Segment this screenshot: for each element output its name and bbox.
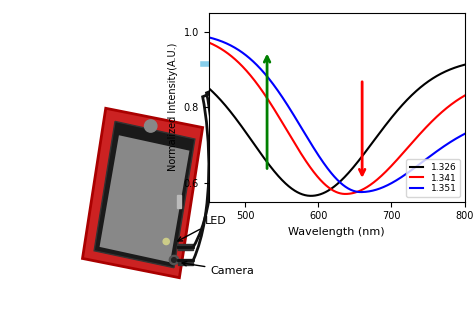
- FancyBboxPatch shape: [224, 49, 383, 79]
- 1.351: [358, 190, 364, 194]
- Line: 1.351: 1.351: [209, 37, 465, 192]
- Text: Camera: Camera: [182, 262, 254, 276]
- Circle shape: [169, 255, 179, 265]
- Line: 1.341: 1.341: [209, 42, 465, 194]
- 1.326: [308, 194, 314, 198]
- 1.351: [327, 170, 333, 174]
- 1.341: [345, 192, 350, 196]
- 1.326: [345, 172, 350, 176]
- Bar: [177, 195, 181, 208]
- Legend: 1.326, 1.341, 1.351: 1.326, 1.341, 1.351: [406, 159, 460, 197]
- Circle shape: [163, 239, 169, 245]
- Bar: [178, 259, 193, 266]
- 1.341: [416, 133, 422, 137]
- 1.341: [462, 94, 467, 98]
- Circle shape: [145, 120, 157, 132]
- Text: SPR sensor: SPR sensor: [273, 39, 334, 49]
- Polygon shape: [100, 135, 190, 262]
- Circle shape: [172, 258, 176, 262]
- 1.326: [358, 155, 364, 159]
- 1.351: [358, 190, 364, 194]
- Bar: [381, 60, 390, 68]
- 1.326: [206, 86, 211, 90]
- 1.326: [328, 187, 334, 191]
- 1.326: [329, 186, 335, 190]
- 1.351: [416, 163, 422, 167]
- Text: Optical fiber: Optical fiber: [210, 116, 279, 126]
- Bar: [217, 60, 226, 68]
- 1.326: [456, 64, 462, 68]
- 1.351: [456, 135, 462, 139]
- 1.341: [358, 188, 364, 192]
- Polygon shape: [82, 108, 202, 278]
- 1.341: [327, 187, 333, 190]
- Line: 1.326: 1.326: [209, 65, 465, 196]
- 1.341: [343, 192, 348, 196]
- 1.326: [462, 63, 467, 67]
- Y-axis label: Normalized Intensity(A.U.): Normalized Intensity(A.U.): [168, 43, 178, 172]
- Bar: [296, 62, 311, 66]
- 1.326: [416, 87, 422, 91]
- X-axis label: Wavelength (nm): Wavelength (nm): [288, 227, 385, 237]
- 1.351: [462, 132, 467, 136]
- 1.341: [206, 40, 211, 44]
- 1.351: [329, 172, 335, 176]
- 1.351: [206, 35, 211, 39]
- Text: LED: LED: [178, 216, 227, 241]
- Polygon shape: [94, 122, 195, 268]
- 1.341: [329, 188, 335, 191]
- Bar: [178, 244, 193, 250]
- 1.341: [456, 97, 462, 101]
- 1.351: [344, 186, 350, 190]
